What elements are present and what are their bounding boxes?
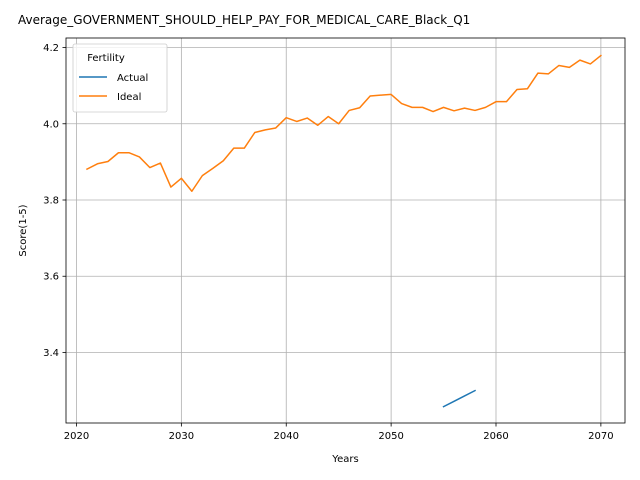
x-tick-label: 2020 [64, 431, 89, 442]
y-tick-label: 3.6 [43, 272, 59, 283]
legend-label-ideal: Ideal [117, 92, 141, 103]
series-line-actual [444, 391, 475, 407]
x-tick-label: 2030 [169, 431, 194, 442]
x-tick-label: 2060 [483, 431, 508, 442]
x-tick-label: 2050 [378, 431, 403, 442]
x-tick-label: 2070 [588, 431, 613, 442]
legend-label-actual: Actual [117, 73, 148, 84]
legend-title: Fertility [87, 53, 125, 64]
y-tick-label: 3.8 [43, 196, 59, 207]
chart-title: Average_GOVERNMENT_SHOULD_HELP_PAY_FOR_M… [18, 13, 470, 27]
x-axis-title: Years [331, 454, 358, 465]
x-tick-label: 2040 [274, 431, 299, 442]
legend: Fertility Actual Ideal [73, 44, 167, 112]
y-tick-label: 4.2 [43, 43, 59, 54]
y-tick-label: 4.0 [43, 119, 59, 130]
y-axis-title: Score(1-5) [18, 204, 29, 256]
y-tick-label: 3.4 [43, 348, 59, 359]
